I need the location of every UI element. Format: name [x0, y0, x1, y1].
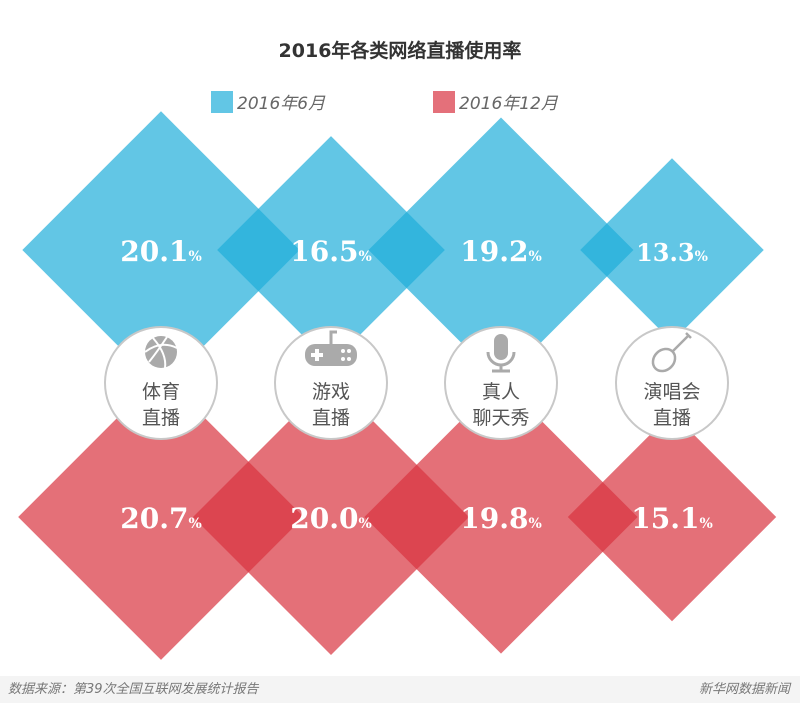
category-label: 直播	[312, 407, 350, 429]
category-label: 直播	[653, 407, 691, 429]
category-label: 游戏	[312, 381, 350, 403]
legend-item-dec: 2016年12月	[433, 89, 558, 114]
value-label-0-2: 19.2%	[460, 235, 542, 268]
brand-label: 新华网数据新闻	[698, 682, 790, 697]
category-circle	[274, 326, 388, 440]
value-label-1-2: 19.8%	[460, 502, 542, 535]
category-label: 直播	[142, 407, 180, 429]
diamond-0-2	[368, 117, 634, 383]
category-circle	[615, 326, 729, 440]
legend-label: 2016年6月	[237, 94, 326, 114]
diamond-0-0	[22, 111, 300, 389]
value-label-1-0: 20.7%	[120, 502, 202, 535]
gamepad-icon	[305, 330, 357, 366]
category-label: 聊天秀	[472, 407, 529, 429]
value-label-1-1: 20.0%	[290, 502, 372, 535]
chart-plot: 20.1% 16.5% 19.2% 13.3%20.7% 20.0% 19.8% 15.1%…	[18, 111, 777, 660]
legend-item-jun: 2016年6月	[211, 89, 325, 114]
legend-swatch	[211, 90, 233, 113]
diamond-0-3	[580, 158, 764, 342]
chart-title: 2016年各类网络直播使用率	[278, 40, 522, 62]
diamond-1-3	[567, 412, 777, 622]
category-label: 演唱会	[643, 381, 700, 403]
category-circle	[444, 326, 558, 440]
basketball-icon	[144, 336, 178, 369]
legend-label: 2016年12月	[459, 94, 558, 114]
footer: 数据来源：第39次全国互联网发展统计报告 新华网数据新闻	[0, 676, 800, 703]
category-label: 真人	[482, 381, 520, 403]
diamond-1-0	[18, 374, 304, 660]
value-label-1-3: 15.1%	[631, 502, 713, 535]
category-label: 体育	[142, 381, 180, 403]
legend-swatch	[433, 90, 455, 113]
value-label-0-1: 16.5%	[290, 235, 372, 268]
diamond-1-1	[193, 379, 469, 655]
microphone-icon	[486, 334, 516, 373]
diamond-0-1	[217, 136, 445, 364]
category-circle	[104, 326, 218, 440]
source-note: 数据来源：第39次全国互联网发展统计报告	[8, 682, 259, 697]
diamond-1-2	[364, 380, 638, 654]
value-label-0-0: 20.1%	[120, 235, 202, 268]
guitar-icon	[651, 332, 692, 373]
